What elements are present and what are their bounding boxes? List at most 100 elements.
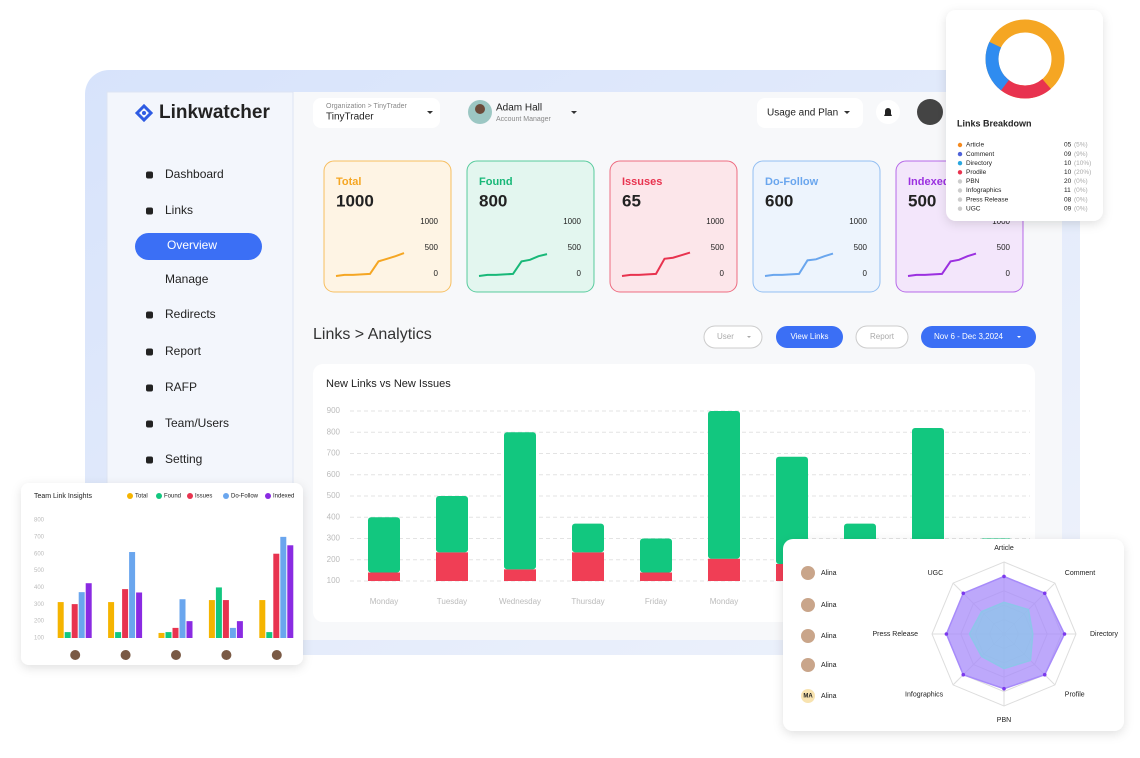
y-tick-label: 100 <box>34 636 45 642</box>
y-tick-label: 600 <box>34 551 45 557</box>
radar-label: Directory <box>1090 631 1119 638</box>
button-label: Report <box>870 332 895 341</box>
spark-tick-label: 0 <box>434 269 439 278</box>
caret <box>1017 336 1021 338</box>
breakdown-name: Press Release <box>966 196 1009 203</box>
bar <box>165 632 172 638</box>
legend-label: Issues <box>195 494 212 500</box>
user-name: Adam Hall <box>496 103 542 114</box>
breakdown-pct: (5%) <box>1074 142 1088 149</box>
breakdown-name: PBN <box>966 178 980 185</box>
x-tick-label: Tuesday <box>437 597 467 606</box>
bar <box>280 536 287 638</box>
legend-dot <box>187 493 193 499</box>
member-avatar <box>221 650 232 660</box>
member-name: Alina <box>821 570 837 577</box>
nav-item[interactable]: Setting <box>165 452 202 466</box>
bell-icon <box>884 108 892 116</box>
user-filter[interactable] <box>703 325 763 349</box>
x-tick-label: Monday <box>710 597 738 606</box>
stat-value: 65 <box>622 191 641 210</box>
radar-label: PBN <box>997 717 1011 724</box>
breakdown-pct: (0%) <box>1074 205 1088 212</box>
legend-dot <box>957 170 963 175</box>
nav-item[interactable]: Manage <box>165 272 209 286</box>
radar-area <box>968 601 1034 670</box>
plan-button[interactable] <box>757 98 863 128</box>
radar-point <box>1062 632 1067 636</box>
y-tick-label: 400 <box>327 512 341 521</box>
bar <box>71 604 78 638</box>
x-tick-label: Wednesday <box>499 597 541 606</box>
member-initials: MA <box>803 694 813 700</box>
legend-dot <box>957 161 963 166</box>
breakdown-name: UGC <box>966 205 981 212</box>
caret <box>747 336 751 338</box>
nav-item[interactable]: Overview <box>167 238 217 252</box>
bar-segment <box>572 552 604 581</box>
bar-segment <box>572 523 604 553</box>
report-button[interactable] <box>855 325 909 349</box>
nav-active[interactable] <box>135 233 262 260</box>
section-title: Links > Analytics <box>313 326 432 343</box>
radar-label: UGC <box>928 570 944 577</box>
spark-tick-label: 1000 <box>992 217 1010 226</box>
stat-card-bg <box>324 161 451 292</box>
spark-tick-label: 500 <box>997 243 1011 252</box>
sparkline <box>907 252 977 277</box>
view-links-button[interactable] <box>776 326 843 348</box>
legend-label: Total <box>135 494 148 500</box>
stat-card <box>323 160 452 293</box>
bar-segment <box>708 411 740 559</box>
sparkline <box>621 251 691 277</box>
bar <box>57 602 64 638</box>
bar <box>158 632 165 638</box>
breakdown-count: 10 <box>1064 160 1072 167</box>
nav-icon <box>146 384 153 392</box>
breakdown-count: 09 <box>1064 205 1072 212</box>
nav-item[interactable]: Redirects <box>165 307 216 321</box>
radar-point <box>944 632 949 636</box>
bar <box>108 602 115 638</box>
button-label: View Links <box>790 332 828 341</box>
date-range[interactable] <box>921 326 1036 348</box>
stat-card-bg <box>467 161 594 292</box>
bar <box>78 592 85 638</box>
y-tick-label: 500 <box>34 568 45 574</box>
profile-avatar[interactable] <box>917 99 943 125</box>
caret[interactable] <box>571 111 577 114</box>
stat-card <box>609 160 738 293</box>
nav-item[interactable]: Dashboard <box>165 167 224 181</box>
y-tick-label: 100 <box>327 576 341 585</box>
org-select[interactable] <box>313 98 440 128</box>
member-avatar <box>171 650 181 660</box>
stat-card-bg <box>753 161 880 292</box>
bar-segment <box>504 569 536 581</box>
bar <box>222 600 229 638</box>
donut <box>985 19 1065 99</box>
bar-segment <box>640 538 672 573</box>
legend-dot <box>957 197 963 202</box>
breakdown-pct: (0%) <box>1074 196 1088 203</box>
y-tick-label: 900 <box>327 406 341 415</box>
nav-item[interactable]: RAFP <box>165 380 197 394</box>
radar-label: Press Release <box>872 631 918 638</box>
nav-item[interactable]: Report <box>165 344 202 358</box>
legend-label: Do-Follow <box>231 494 259 500</box>
member-avatar <box>801 689 815 703</box>
nav-item[interactable]: Links <box>165 203 193 217</box>
y-tick-label: 700 <box>34 534 45 540</box>
sparkline <box>335 252 405 277</box>
breakdown-count: 20 <box>1064 178 1072 185</box>
x-tick-label: Thursday <box>571 597 604 606</box>
legend-dot <box>957 206 963 211</box>
date-label: Nov 6 - Dec 3,2024 <box>934 332 1003 341</box>
y-tick-label: 600 <box>327 470 341 479</box>
bar-segment <box>436 552 468 581</box>
nav-item[interactable]: Team/Users <box>165 416 229 430</box>
member-avatar <box>801 629 815 643</box>
bar <box>186 621 193 638</box>
caret <box>844 111 850 114</box>
stat-value: 1000 <box>336 191 374 210</box>
